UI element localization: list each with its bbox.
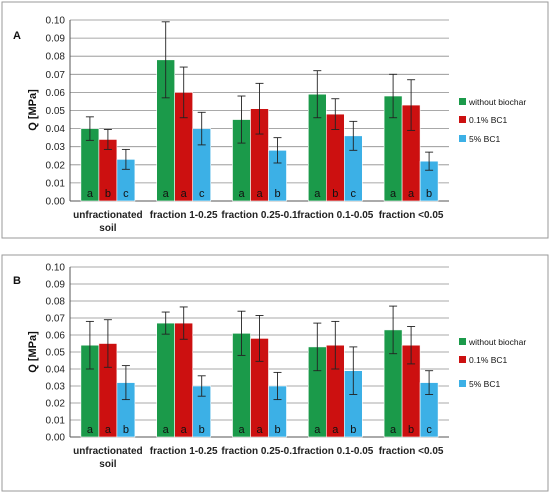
panel-a-y-tick-label: 0.01 [46,178,66,189]
panel-b-significance-letter: a [390,424,397,436]
panel-b-y-tick-label: 0.07 [46,314,66,325]
panel-a-legend-swatch [459,116,466,123]
panel-a-y-tick-label: 0.05 [46,106,66,117]
panel-b-category-label: fraction 0.25-0.1 [221,446,298,457]
panel-b-legend-swatch [459,380,466,387]
panel-a-y-tick-label: 0.07 [46,70,66,81]
panel-a-y-tick-label: 0.06 [46,88,66,99]
panel-a-legend-label: 5% BC1 [469,134,500,144]
panel-b-y-tick-label: 0.06 [46,331,66,342]
panel-b-y-axis-title: Q [MPa] [27,331,39,373]
panel-b-significance-letter: a [314,424,321,436]
panel-a-y-tick-label: 0.08 [46,52,66,63]
panel-a-y-tick-label: 0.09 [46,34,66,45]
panel-a-significance-letter: a [408,188,415,200]
panel-a-significance-letter: a [256,188,263,200]
panel-a-frame [1,1,549,239]
panel-a-y-tick-label: 0.03 [46,142,66,153]
panel-b-category-label: soil [99,459,116,470]
panel-b-y-tick-label: 0.09 [46,280,66,291]
panel-a-y-axis-title: Q [MPa] [27,89,39,131]
panel-a-significance-letter: c [351,188,357,200]
panel-a-significance-letter: c [199,188,205,200]
panel-b-y-tick-label: 0.00 [46,433,66,444]
panel-b-y-tick-label: 0.03 [46,382,66,393]
panel-a-significance-letter: a [390,188,397,200]
panel-b-y-tick-label: 0.08 [46,297,66,308]
panel-b-legend-label: 5% BC1 [469,379,500,389]
panel-b-significance-letter: b [408,424,414,436]
panel-b-y-tick-label: 0.01 [46,416,66,427]
panel-b-significance-letter: c [426,424,432,436]
panel-a-significance-letter: b [274,188,280,200]
panel-b-category-label: fraction <0.05 [379,446,444,457]
panel-b-legend-swatch [459,356,466,363]
panel-b-significance-letter: b [199,424,205,436]
panel-b-category-label: unfractionated [73,446,142,457]
panel-a-category-label: fraction 0.25-0.1 [221,210,298,221]
panel-b-legend-label: 0.1% BC1 [469,355,508,365]
panel-a-y-tick-label: 0.04 [46,124,66,135]
panel-a-significance-letter: b [426,188,432,200]
panel-b-bar [174,322,193,438]
panel-a-category-label: fraction 0.1-0.05 [297,210,374,221]
panel-a-category-label: soil [99,223,116,234]
panel-a-legend-swatch [459,135,466,142]
panel-b-y-tick-label: 0.02 [46,399,66,410]
panel-b-significance-letter: b [274,424,280,436]
chart-panel-b: 0.00 0.01 0.02 0.03 0.04 0.05 0.06 0.07 0.08 0.09… [1,254,549,492]
panel-a-category-label: fraction <0.05 [379,210,444,221]
panel-a-category-label: unfractionated [73,210,142,221]
chart-panel-a: 0.00 0.01 0.02 0.03 0.04 0.05 0.06 0.07 0.08 0.09… [1,1,549,239]
panel-b-category-label: fraction 1-0.25 [150,446,218,457]
panel-b-significance-letter: a [163,424,170,436]
panel-b-category-label: fraction 0.1-0.05 [297,446,374,457]
panel-b-significance-letter: a [87,424,94,436]
panel-b-significance-letter: b [350,424,356,436]
panel-a-legend-label: without biochar [468,97,526,107]
panel-a-y-tick-label: 0.02 [46,160,66,171]
panel-a-significance-letter: b [105,188,111,200]
panel-b-significance-letter: a [332,424,339,436]
panel-b-y-tick-label: 0.05 [46,348,66,359]
panel-b-label: B [13,275,21,287]
panel-b-significance-letter: a [105,424,112,436]
panel-b-bar [156,322,175,438]
panel-a-category-label: fraction 1-0.25 [150,210,218,221]
panel-a-y-tick-label: 0.10 [46,16,66,27]
panel-a-significance-letter: a [87,188,94,200]
panel-b-significance-letter: a [181,424,188,436]
panel-a-significance-letter: a [163,188,170,200]
panel-a-significance-letter: a [314,188,321,200]
panel-b-significance-letter: a [238,424,245,436]
panel-a-legend-label: 0.1% BC1 [469,115,508,125]
panel-b-legend-swatch [459,338,466,345]
panel-a-legend-swatch [459,98,466,105]
panel-a-significance-letter: a [238,188,245,200]
panel-a-significance-letter: a [181,188,188,200]
panel-b-significance-letter: b [123,424,129,436]
panel-b-y-tick-label: 0.10 [46,263,66,274]
panel-a-significance-letter: c [123,188,129,200]
panel-a-label: A [13,30,21,42]
panel-b-y-tick-label: 0.04 [46,365,66,376]
panel-b-significance-letter: a [256,424,263,436]
panel-b-legend-label: without biochar [468,337,526,347]
panel-a-significance-letter: b [332,188,338,200]
panel-a-y-tick-label: 0.00 [46,197,66,208]
